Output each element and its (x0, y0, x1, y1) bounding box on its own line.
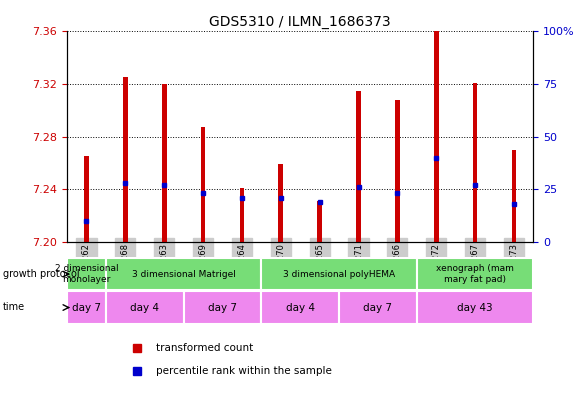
Text: transformed count: transformed count (156, 343, 253, 353)
Bar (67, 258, 106, 290)
Text: 3 dimensional Matrigel: 3 dimensional Matrigel (132, 270, 236, 279)
Bar (84, 156, 89, 242)
Text: day 7: day 7 (208, 303, 237, 312)
Text: day 4: day 4 (130, 303, 159, 312)
Title: GDS5310 / ILMN_1686373: GDS5310 / ILMN_1686373 (209, 15, 391, 29)
Bar (261, 258, 417, 290)
Text: 2 dimensional
monolayer: 2 dimensional monolayer (55, 264, 118, 284)
Bar (123, 77, 128, 242)
Bar (417, 292, 533, 323)
Bar (201, 127, 205, 242)
Bar (356, 90, 361, 242)
Text: time: time (3, 302, 25, 312)
Bar (106, 258, 261, 290)
Text: day 7: day 7 (363, 303, 392, 312)
Bar (395, 100, 400, 242)
Text: day 43: day 43 (457, 303, 493, 312)
Bar (162, 84, 167, 242)
Bar (67, 292, 106, 323)
Bar (261, 292, 339, 323)
Bar (240, 188, 244, 242)
Bar (317, 201, 322, 242)
Text: xenograph (mam
mary fat pad): xenograph (mam mary fat pad) (436, 264, 514, 284)
Text: percentile rank within the sample: percentile rank within the sample (156, 366, 332, 376)
Bar (339, 292, 417, 323)
Bar (106, 292, 184, 323)
Bar (184, 292, 261, 323)
Bar (417, 258, 533, 290)
Bar (279, 164, 283, 242)
Text: day 4: day 4 (286, 303, 315, 312)
Bar (512, 150, 517, 242)
Bar (473, 83, 477, 242)
Bar (434, 31, 438, 242)
Text: day 7: day 7 (72, 303, 101, 312)
Text: 3 dimensional polyHEMA: 3 dimensional polyHEMA (283, 270, 395, 279)
Text: growth protocol: growth protocol (3, 269, 79, 279)
